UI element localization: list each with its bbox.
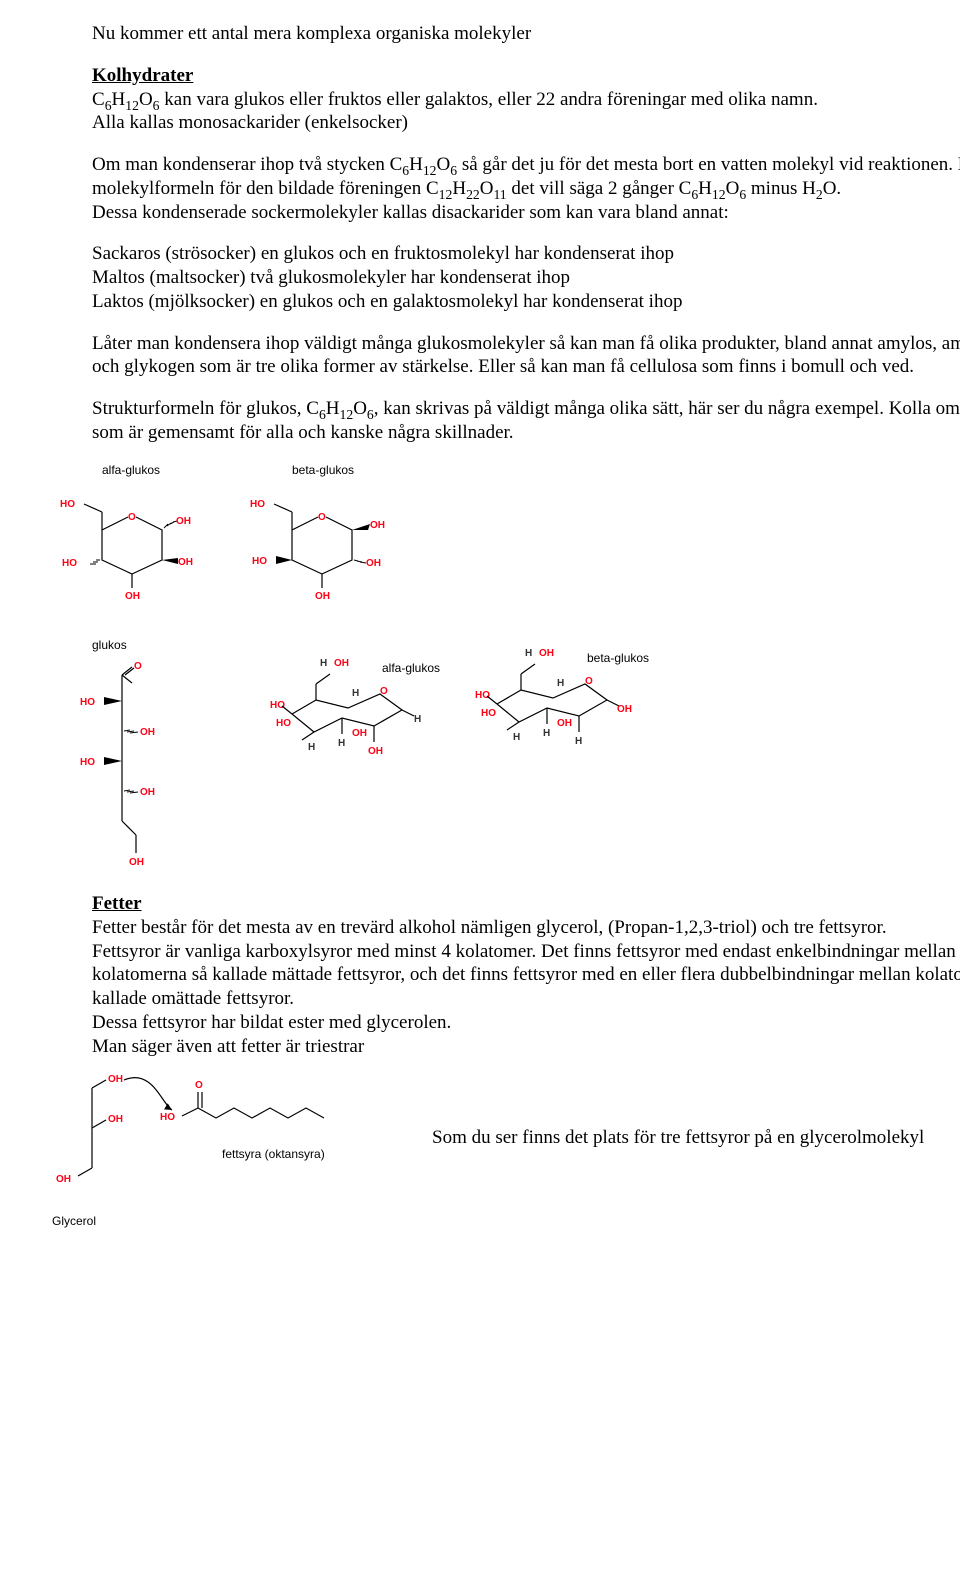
beta-glukos-label: beta-glukos: [292, 463, 402, 478]
svg-text:OH: OH: [366, 558, 381, 569]
svg-text:OH: OH: [125, 591, 140, 602]
heading-kolhydrater: Kolhydrater: [92, 64, 960, 88]
svg-text:H: H: [414, 714, 421, 725]
svg-text:OH: OH: [368, 746, 383, 757]
fetter-p1: Fetter består för det mesta av en trevär…: [92, 916, 960, 940]
svg-text:HO: HO: [80, 757, 95, 768]
kol-paragraph-1: C6H12O6 kan vara glukos eller fruktos el…: [92, 88, 960, 112]
svg-text:HO: HO: [276, 718, 291, 729]
alfa-glukos-label: alfa-glukos: [102, 463, 212, 478]
svg-text:OH: OH: [176, 516, 191, 527]
svg-text:H: H: [543, 728, 550, 739]
intro-text: Nu kommer ett antal mera komplexa organi…: [92, 22, 960, 46]
svg-text:HO: HO: [60, 499, 75, 510]
svg-text:OH: OH: [315, 591, 330, 602]
kol-paragraph-2: Alla kallas monosackarider (enkelsocker): [92, 111, 960, 135]
svg-text:H: H: [338, 738, 345, 749]
laktos-line: Laktos (mjölksocker) en glukos och en ga…: [92, 290, 960, 314]
glycerol-fatty-structure: OH OH OH HO O fettsyra (oktansyra): [52, 1058, 432, 1208]
svg-text:OH: OH: [539, 648, 554, 659]
svg-text:H: H: [352, 688, 359, 699]
alfa-chair-structure: H OH alfa-glukos O HO HO H H OH OH H H: [252, 654, 452, 784]
svg-text:OH: OH: [557, 718, 572, 729]
molecule-row-2: glukos O HO OH HO: [52, 638, 960, 884]
svg-text:O: O: [380, 686, 388, 697]
svg-text:O: O: [134, 661, 142, 672]
svg-text:O: O: [128, 512, 136, 523]
svg-text:HO: HO: [80, 697, 95, 708]
svg-text:HO: HO: [160, 1112, 175, 1123]
disack-paragraph: Dessa kondenserade sockermolekyler kalla…: [92, 201, 960, 225]
svg-text:H: H: [320, 658, 327, 669]
svg-text:OH: OH: [108, 1074, 123, 1085]
alfa-glukos-block: alfa-glukos O HO OH OH O: [52, 463, 212, 619]
fischer-glukos-structure: O HO OH HO OH: [52, 657, 202, 877]
svg-text:OH: OH: [352, 728, 367, 739]
struct-paragraph: Strukturformeln för glukos, C6H12O6, kan…: [92, 397, 960, 445]
sidenote-text: Som du ser finns det plats för tre fetts…: [432, 1126, 960, 1150]
kondens-paragraph: Om man kondenserar ihop två stycken C6H1…: [92, 153, 960, 201]
svg-text:HO: HO: [270, 700, 285, 711]
svg-text:OH: OH: [140, 727, 155, 738]
fatty-acid-label: fettsyra (oktansyra): [222, 1147, 325, 1161]
beta-chair-label: beta-glukos: [587, 651, 649, 665]
svg-text:OH: OH: [108, 1114, 123, 1125]
svg-text:OH: OH: [178, 557, 193, 568]
beta-chair-structure: H OH beta-glukos O HO HO H H OH H OH H: [457, 644, 657, 784]
svg-text:OH: OH: [617, 704, 632, 715]
svg-text:OH: OH: [334, 658, 349, 669]
svg-text:H: H: [575, 736, 582, 747]
fetter-p3: Dessa fettsyror har bildat ester med gly…: [92, 1011, 960, 1035]
heading-fetter: Fetter: [92, 892, 960, 916]
svg-text:HO: HO: [481, 708, 496, 719]
alfa-glukos-structure: O HO OH OH OH: [52, 482, 212, 612]
fetter-p4: Man säger även att fetter är triestrar: [92, 1035, 960, 1059]
sackaros-line: Sackaros (strösocker) en glukos och en f…: [92, 242, 960, 266]
svg-text:HO: HO: [252, 556, 267, 567]
svg-text:HO: HO: [62, 558, 77, 569]
svg-text:O: O: [195, 1080, 203, 1091]
svg-text:OH: OH: [56, 1174, 71, 1185]
glycerol-label: Glycerol: [52, 1214, 960, 1229]
svg-text:OH: OH: [370, 520, 385, 531]
svg-text:H: H: [513, 732, 520, 743]
svg-text:HO: HO: [250, 499, 265, 510]
beta-glukos-block: beta-glukos O HO OH OH OH HO: [242, 463, 402, 619]
fischer-glukos-block: glukos O HO OH HO: [52, 638, 202, 884]
svg-text:OH: OH: [140, 787, 155, 798]
svg-text:H: H: [525, 648, 532, 659]
molecule-row-1: alfa-glukos O HO OH OH O: [52, 463, 960, 619]
glycerol-fatty-row: OH OH OH HO O fettsyra (oktansyra) Som d…: [52, 1058, 960, 1208]
svg-text:OH: OH: [129, 857, 144, 868]
svg-text:H: H: [308, 742, 315, 753]
maltos-line: Maltos (maltsocker) två glukosmolekyler …: [92, 266, 960, 290]
beta-glukos-structure: O HO OH OH OH HO: [242, 482, 402, 612]
svg-text:O: O: [585, 676, 593, 687]
chair-block: H OH alfa-glukos O HO HO H H OH OH H H H: [252, 638, 657, 791]
poly-paragraph: Låter man kondensera ihop väldigt många …: [92, 332, 960, 380]
svg-text:H: H: [557, 678, 564, 689]
svg-text:O: O: [318, 512, 326, 523]
glukos-label: glukos: [92, 638, 202, 653]
alfa-chair-label: alfa-glukos: [382, 661, 440, 675]
svg-text:HO: HO: [475, 690, 490, 701]
fetter-p2: Fettsyror är vanliga karboxylsyror med m…: [92, 940, 960, 1011]
